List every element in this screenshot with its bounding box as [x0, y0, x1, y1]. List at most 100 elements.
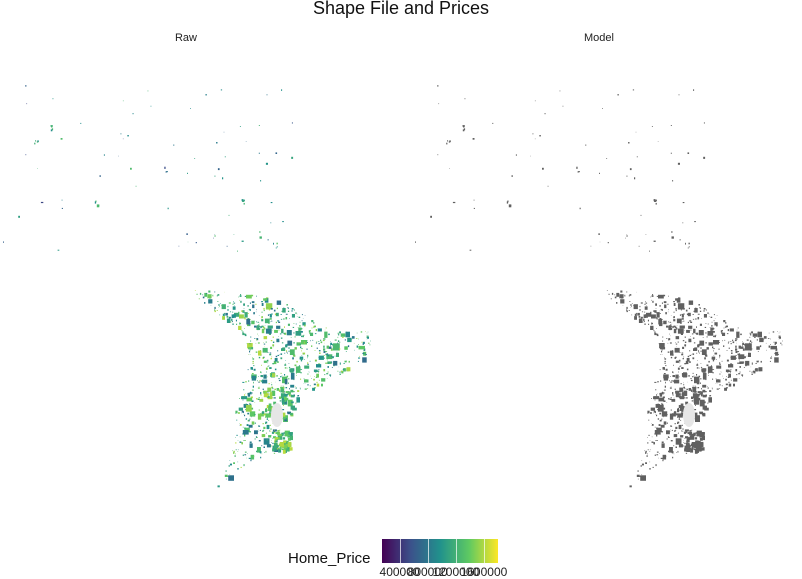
region-polygon — [638, 479, 639, 480]
region-polygon — [270, 318, 272, 320]
region-polygon — [663, 321, 666, 325]
region-polygon — [264, 351, 266, 352]
region-polygon — [287, 353, 288, 354]
region-polygon — [264, 452, 265, 453]
region-polygon — [287, 352, 288, 353]
region-polygon — [274, 430, 275, 431]
region-polygon — [735, 338, 736, 340]
region-polygon — [712, 379, 713, 380]
region-polygon — [249, 425, 253, 428]
region-polygon — [221, 89, 222, 90]
region-polygon — [274, 453, 275, 454]
region-polygon — [291, 310, 293, 311]
region-polygon — [669, 380, 670, 381]
region-polygon — [656, 394, 657, 395]
region-polygon — [691, 397, 693, 400]
region-polygon — [51, 129, 53, 131]
region-polygon — [687, 314, 688, 315]
region-polygon — [650, 440, 651, 441]
region-polygon — [716, 325, 718, 327]
region-polygon — [237, 435, 238, 436]
region-polygon — [265, 301, 266, 302]
region-polygon — [676, 351, 678, 352]
region-polygon — [249, 458, 251, 459]
region-polygon — [756, 363, 757, 364]
region-polygon — [166, 171, 168, 172]
region-polygon — [644, 312, 645, 313]
region-polygon — [713, 331, 715, 333]
region-polygon — [659, 424, 661, 426]
region-polygon — [672, 392, 673, 394]
region-polygon — [735, 348, 737, 350]
region-polygon — [705, 391, 707, 392]
region-polygon — [346, 332, 351, 338]
region-polygon — [707, 403, 708, 404]
region-polygon — [339, 342, 340, 343]
region-polygon — [708, 324, 709, 325]
region-polygon — [662, 303, 663, 304]
region-polygon — [247, 424, 249, 426]
region-polygon — [316, 341, 317, 342]
region-polygon — [264, 447, 266, 449]
region-polygon — [626, 235, 627, 236]
region-polygon — [690, 341, 691, 342]
region-polygon — [361, 331, 363, 332]
region-polygon — [659, 453, 660, 454]
region-polygon — [244, 464, 245, 466]
region-polygon — [289, 351, 290, 352]
region-polygon — [285, 379, 288, 384]
region-polygon — [711, 365, 712, 366]
region-polygon — [545, 113, 546, 114]
region-polygon — [739, 359, 740, 360]
region-polygon — [686, 389, 688, 390]
region-polygon — [211, 305, 212, 306]
region-polygon — [645, 451, 646, 453]
region-polygon — [697, 401, 698, 402]
region-polygon — [651, 398, 652, 399]
region-polygon — [215, 311, 216, 313]
region-polygon — [731, 343, 732, 344]
region-polygon — [701, 363, 702, 364]
region-polygon — [719, 342, 720, 343]
region-polygon — [298, 395, 299, 396]
region-polygon — [719, 388, 720, 389]
region-polygon — [647, 442, 648, 444]
region-polygon — [261, 375, 263, 377]
region-polygon — [630, 304, 631, 306]
region-polygon — [286, 317, 288, 319]
region-polygon — [274, 432, 275, 433]
region-polygon — [646, 234, 647, 235]
region-polygon — [248, 311, 249, 312]
region-polygon — [281, 353, 283, 355]
region-polygon — [689, 301, 693, 305]
region-polygon — [300, 347, 301, 349]
region-polygon — [259, 410, 260, 411]
region-polygon — [261, 317, 262, 318]
region-polygon — [268, 366, 269, 367]
region-polygon — [310, 376, 311, 377]
region-polygon — [265, 409, 267, 413]
region-polygon — [642, 460, 643, 461]
region-polygon — [300, 389, 301, 390]
region-polygon — [281, 329, 283, 333]
region-polygon — [752, 374, 753, 375]
region-polygon — [328, 372, 329, 373]
region-polygon — [276, 432, 279, 434]
region-polygon — [725, 379, 727, 381]
region-polygon — [678, 368, 680, 370]
region-polygon — [697, 364, 698, 366]
region-polygon — [753, 371, 755, 372]
region-polygon — [252, 301, 255, 303]
region-polygon — [303, 354, 304, 355]
region-polygon — [702, 436, 705, 440]
region-polygon — [675, 389, 676, 390]
region-polygon — [736, 374, 737, 375]
region-polygon — [240, 295, 242, 297]
region-polygon — [641, 475, 642, 476]
region-polygon — [312, 388, 315, 391]
region-polygon — [41, 202, 43, 203]
region-polygon — [717, 389, 719, 390]
region-polygon — [275, 438, 277, 440]
region-polygon — [769, 333, 770, 334]
region-polygon — [662, 349, 663, 350]
